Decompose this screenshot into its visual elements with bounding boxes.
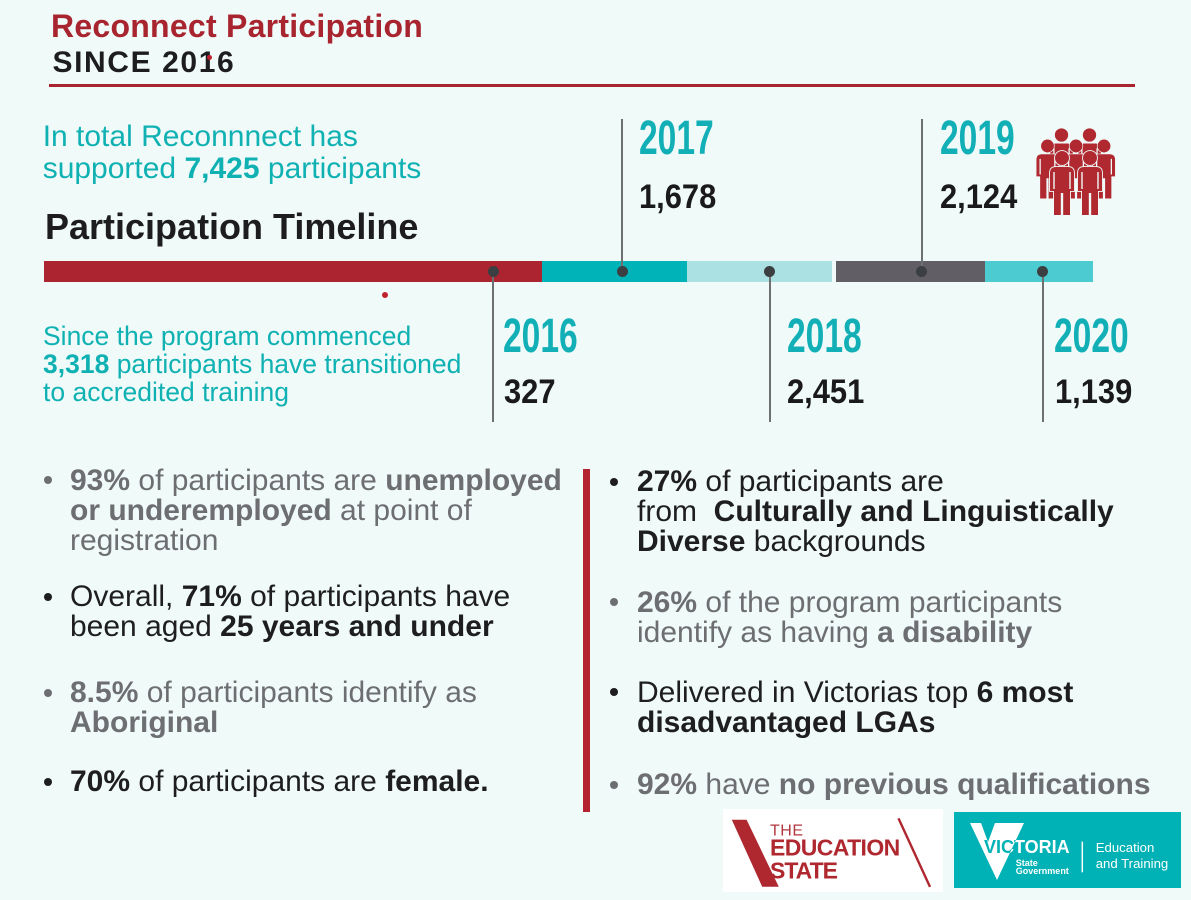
svg-text:State: State: [1016, 858, 1038, 868]
svg-text:and Training: and Training: [1096, 856, 1169, 871]
svg-text:EDUCATION: EDUCATION: [770, 834, 900, 860]
svg-text:Government: Government: [1016, 866, 1069, 876]
svg-text:STATE: STATE: [770, 858, 838, 884]
svg-text:Education: Education: [1096, 840, 1155, 855]
svg-text:VICTORIA: VICTORIA: [984, 837, 1070, 857]
svg-text:THE: THE: [770, 822, 804, 839]
